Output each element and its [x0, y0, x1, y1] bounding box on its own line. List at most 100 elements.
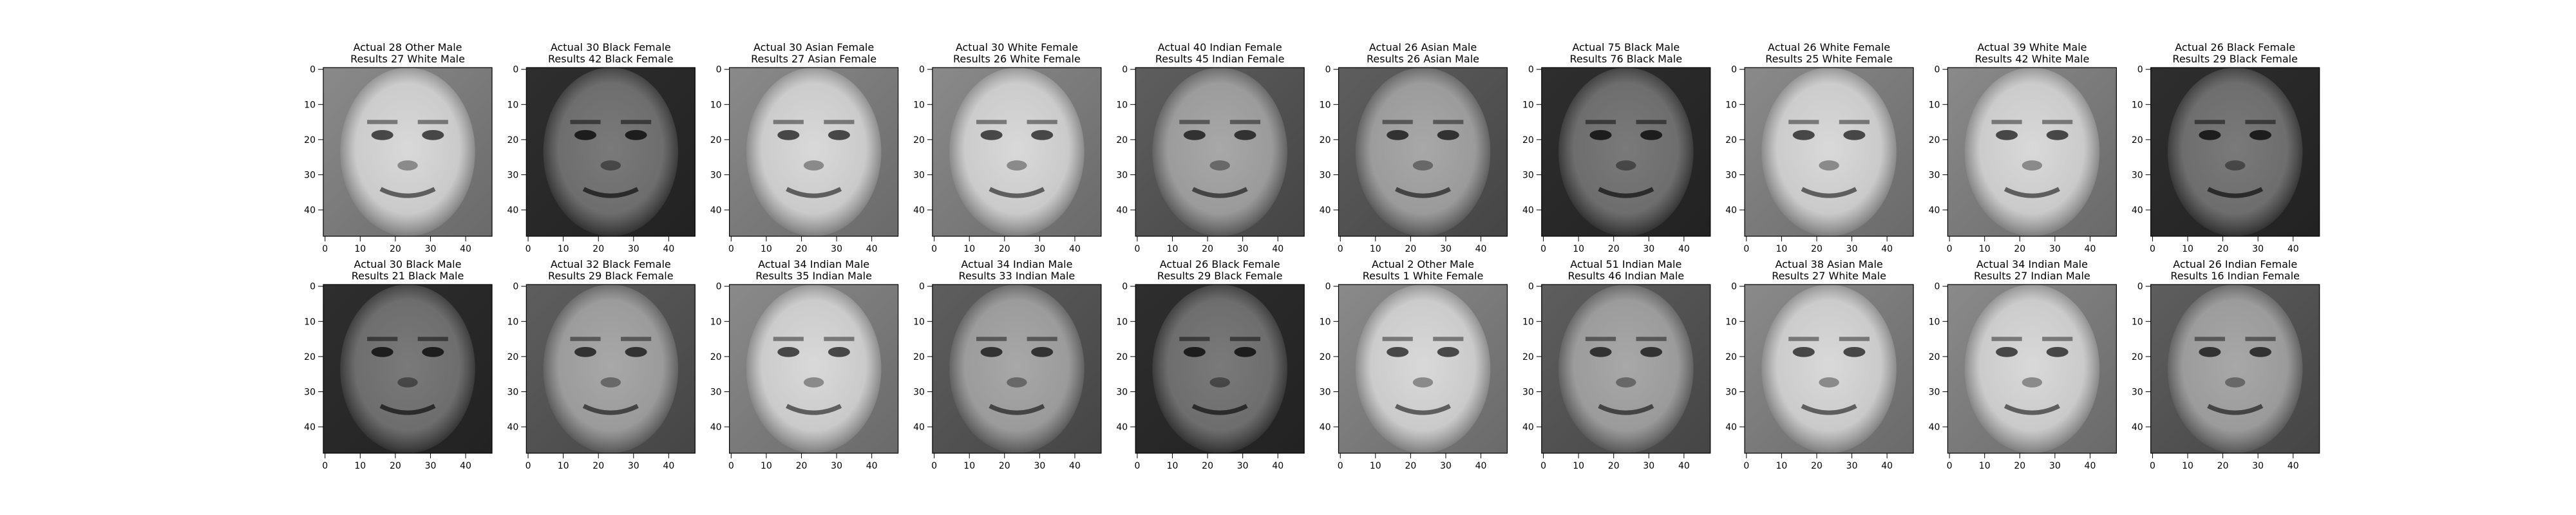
- y-tick-label: 20: [1116, 352, 1128, 362]
- x-tick-label: 40: [2085, 244, 2096, 254]
- eye-shape: [2046, 129, 2069, 140]
- face-shape: [1152, 285, 1287, 453]
- y-tick-label: 30: [2132, 170, 2143, 180]
- x-tick-label: 30: [831, 461, 842, 471]
- nose-shape: [2022, 377, 2043, 388]
- panel-result-label: Results 46 Indian Male: [1567, 270, 1684, 282]
- axes-frame: [1541, 67, 1711, 237]
- y-tick-label: 10: [2132, 317, 2143, 327]
- brow-shape: [976, 337, 1007, 341]
- x-tick-label: 10: [1573, 244, 1584, 254]
- nose-shape: [600, 377, 621, 388]
- brow-shape: [1991, 337, 2022, 341]
- mouth-shape: [1598, 404, 1654, 415]
- x-tick-label: 40: [460, 461, 471, 471]
- axes-frame: [323, 67, 493, 237]
- x-tick-label: 20: [1202, 244, 1213, 254]
- brow-shape: [976, 120, 1007, 124]
- y-tick-label: 0: [1528, 65, 1534, 75]
- x-tick-label: 40: [1069, 461, 1081, 471]
- mouth-shape: [989, 187, 1045, 198]
- x-tick-label: 0: [2150, 461, 2155, 471]
- x-tick-label: 0: [1338, 461, 1343, 471]
- y-tick-label: 0: [919, 282, 925, 292]
- axes-frame: [323, 284, 493, 454]
- face-shape: [1558, 68, 1694, 236]
- nose-shape: [1007, 377, 1027, 388]
- x-tick-label: 40: [1881, 244, 1893, 254]
- eye-shape: [1387, 346, 1409, 357]
- eye-shape: [980, 129, 1003, 140]
- nose-shape: [1616, 377, 1636, 388]
- eye-shape: [422, 346, 444, 357]
- x-tick-label: 20: [2014, 244, 2025, 254]
- eye-shape: [1437, 346, 1459, 357]
- eye-shape: [574, 346, 597, 357]
- x-tick-label: 10: [963, 461, 975, 471]
- y-tick-label: 0: [2137, 282, 2143, 292]
- x-tick-label: 30: [1643, 244, 1654, 254]
- mouth-shape: [1191, 404, 1248, 415]
- x-tick-label: 30: [1643, 461, 1654, 471]
- eye-shape: [574, 129, 597, 140]
- y-tick-label: 10: [1522, 317, 1534, 327]
- eye-shape: [2249, 346, 2272, 357]
- brow-shape: [417, 120, 448, 124]
- eye-shape: [1437, 129, 1459, 140]
- y-tick-label: 40: [710, 422, 722, 433]
- y-tick-label: 0: [310, 65, 316, 75]
- panel-actual-label: Actual 51 Indian Male: [1570, 258, 1681, 270]
- eye-shape: [625, 346, 647, 357]
- brow-shape: [1991, 120, 2022, 124]
- panel-actual-label: Actual 30 White Female: [956, 41, 1078, 53]
- face-shape: [1558, 285, 1694, 453]
- y-tick-label: 20: [1320, 352, 1331, 362]
- x-tick-label: 10: [761, 461, 772, 471]
- x-tick-label: 0: [322, 461, 328, 471]
- y-tick-label: 10: [1116, 317, 1128, 327]
- y-tick-label: 10: [913, 317, 925, 327]
- brow-shape: [1433, 337, 1464, 341]
- y-tick-label: 40: [1522, 205, 1534, 216]
- y-tick-label: 10: [507, 100, 518, 110]
- y-tick-label: 10: [1725, 317, 1737, 327]
- eye-shape: [1387, 129, 1409, 140]
- y-tick-label: 0: [919, 65, 925, 75]
- panel-result-label: Results 26 White Female: [953, 53, 1081, 65]
- y-tick-label: 10: [1929, 317, 1940, 327]
- mouth-shape: [582, 187, 639, 198]
- brow-shape: [570, 337, 601, 341]
- eye-shape: [1234, 346, 1256, 357]
- x-tick-label: 0: [1743, 244, 1749, 254]
- nose-shape: [2022, 160, 2043, 171]
- nose-shape: [1819, 377, 1839, 388]
- y-tick-label: 40: [1320, 205, 1331, 216]
- x-tick-label: 40: [1069, 244, 1081, 254]
- eye-shape: [1183, 129, 1206, 140]
- eye-shape: [1589, 129, 1612, 140]
- face-shape: [746, 285, 882, 453]
- eye-shape: [1843, 346, 1866, 357]
- y-tick-label: 20: [1725, 135, 1737, 145]
- panel-actual-label: Actual 75 Black Male: [1572, 41, 1680, 53]
- mouth-shape: [379, 404, 436, 415]
- y-tick-label: 40: [1725, 422, 1737, 433]
- x-tick-label: 10: [1776, 461, 1787, 471]
- y-tick-label: 40: [1116, 205, 1128, 216]
- panel-actual-label: Actual 32 Black Female: [551, 258, 671, 270]
- y-tick-label: 20: [2132, 135, 2143, 145]
- nose-shape: [2224, 377, 2246, 388]
- y-tick-label: 30: [507, 170, 518, 180]
- y-tick-label: 30: [1522, 387, 1534, 397]
- axes-frame: [728, 284, 899, 454]
- x-tick-label: 10: [558, 244, 569, 254]
- x-tick-label: 0: [728, 244, 734, 254]
- x-tick-label: 0: [322, 244, 328, 254]
- nose-shape: [1209, 377, 1230, 388]
- y-tick-label: 20: [710, 135, 722, 145]
- x-tick-label: 10: [1776, 244, 1787, 254]
